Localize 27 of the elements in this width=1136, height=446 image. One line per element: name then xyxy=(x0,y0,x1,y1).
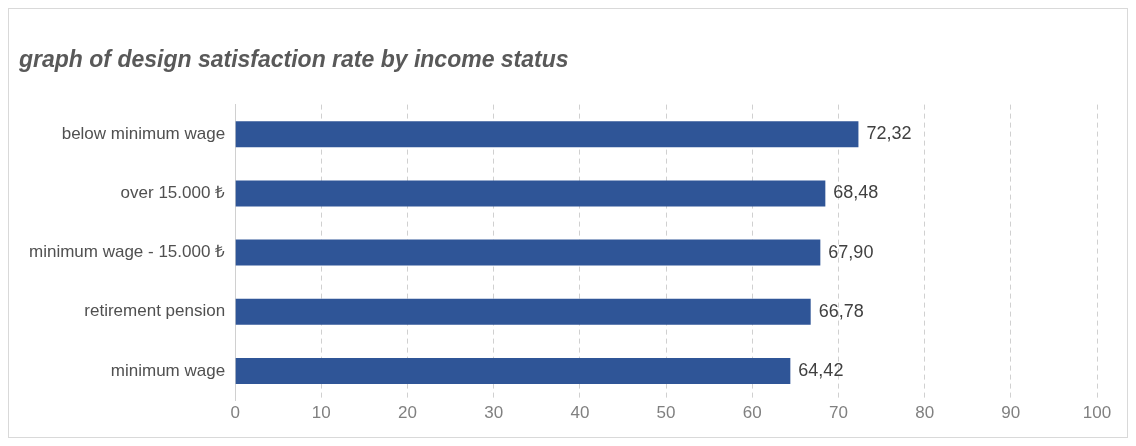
y-tick-label: over 15.000 ₺ xyxy=(120,183,226,203)
x-tick-label: 50 xyxy=(656,403,676,423)
data-label: 66,78 xyxy=(818,300,864,321)
chart-title: graph of design satisfaction rate by income status xyxy=(18,46,569,73)
data-label: 68,48 xyxy=(833,182,879,203)
x-tick-label: 80 xyxy=(915,403,935,423)
bar xyxy=(235,121,859,148)
data-label: 67,90 xyxy=(828,241,874,262)
bar xyxy=(235,239,821,266)
x-tick-label: 100 xyxy=(1082,403,1112,423)
x-tick-label: 40 xyxy=(570,403,590,423)
bar xyxy=(235,180,826,207)
x-tick-label: 10 xyxy=(311,403,331,423)
x-tick-label: 60 xyxy=(742,403,762,423)
data-label: 64,42 xyxy=(798,359,844,380)
y-tick-label: minimum wage xyxy=(110,360,226,380)
x-tick-label: 0 xyxy=(230,403,240,423)
bar xyxy=(235,357,791,385)
y-tick-label: retirement pension xyxy=(84,301,226,321)
x-tick-label: 70 xyxy=(828,403,848,423)
y-tick-label: minimum wage - 15.000 ₺ xyxy=(29,242,226,262)
x-tick-label: 20 xyxy=(398,403,417,423)
x-tick-label: 30 xyxy=(484,403,504,423)
data-label: 72,32 xyxy=(866,123,912,144)
y-tick-label: below minimum wage xyxy=(61,123,226,143)
x-tick-label: 90 xyxy=(1001,403,1021,423)
bar xyxy=(235,298,811,325)
